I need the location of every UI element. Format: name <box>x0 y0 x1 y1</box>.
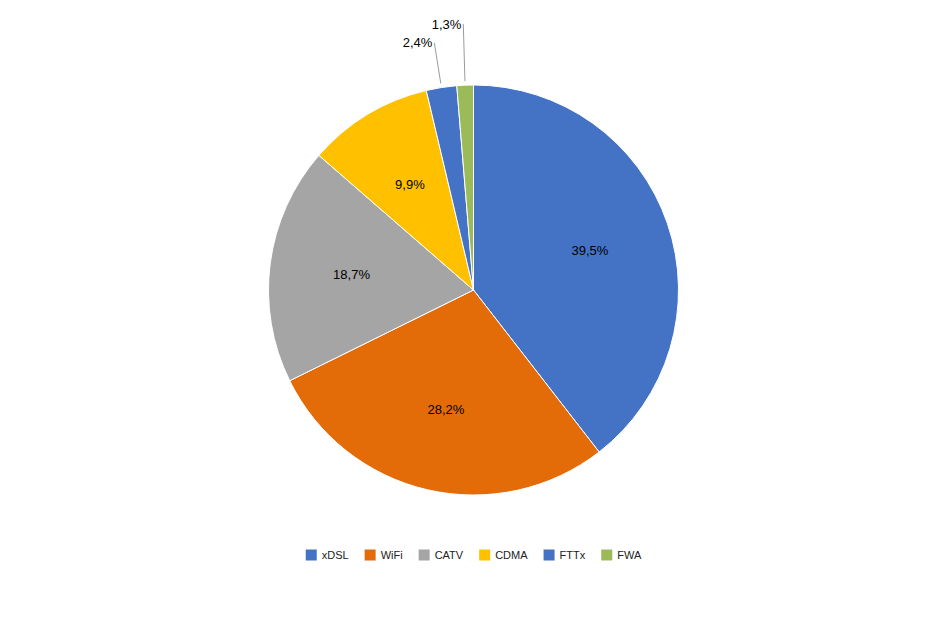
slice <box>426 86 473 290</box>
data-labels: 39,5% 28,2% 18,7% 9,9% 2,4% 1,3% <box>333 17 609 418</box>
data-label: 39,5% <box>571 243 608 258</box>
legend-swatch <box>601 550 612 561</box>
legend-label: xDSL <box>322 549 349 561</box>
data-label: 28,2% <box>427 402 464 417</box>
legend-label: FWA <box>617 549 642 561</box>
slice <box>457 85 474 290</box>
legend-label: CDMA <box>495 549 528 561</box>
data-label: 2,4% <box>403 35 433 50</box>
legend-label: WiFi <box>381 549 403 561</box>
legend-label: CATV <box>435 549 464 561</box>
legend-swatch <box>419 550 430 561</box>
legend-swatch <box>544 550 555 561</box>
legend: xDSL WiFi CATV CDMA FTTx FWA <box>306 549 642 561</box>
leader-line <box>463 24 465 81</box>
chart: 39,5% 28,2% 18,7% 9,9% 2,4% 1,3% xDSL WiFi CATV C… <box>0 0 947 619</box>
legend-item: CATV <box>419 549 464 561</box>
legend-swatch <box>306 550 317 561</box>
legend-swatch <box>479 550 490 561</box>
legend-label: FTTx <box>560 549 586 561</box>
legend-item: WiFi <box>365 549 403 561</box>
slices <box>269 85 679 495</box>
legend-item: FTTx <box>544 549 586 561</box>
legend-item: FWA <box>601 549 642 561</box>
data-label: 18,7% <box>333 267 370 282</box>
data-label: 9,9% <box>395 177 425 192</box>
leader-line <box>434 43 440 83</box>
data-label: 1,3% <box>432 17 462 32</box>
legend-item: xDSL <box>306 549 349 561</box>
pie: 39,5% 28,2% 18,7% 9,9% 2,4% 1,3% <box>269 17 679 495</box>
legend-swatch <box>365 550 376 561</box>
legend-item: CDMA <box>479 549 528 561</box>
